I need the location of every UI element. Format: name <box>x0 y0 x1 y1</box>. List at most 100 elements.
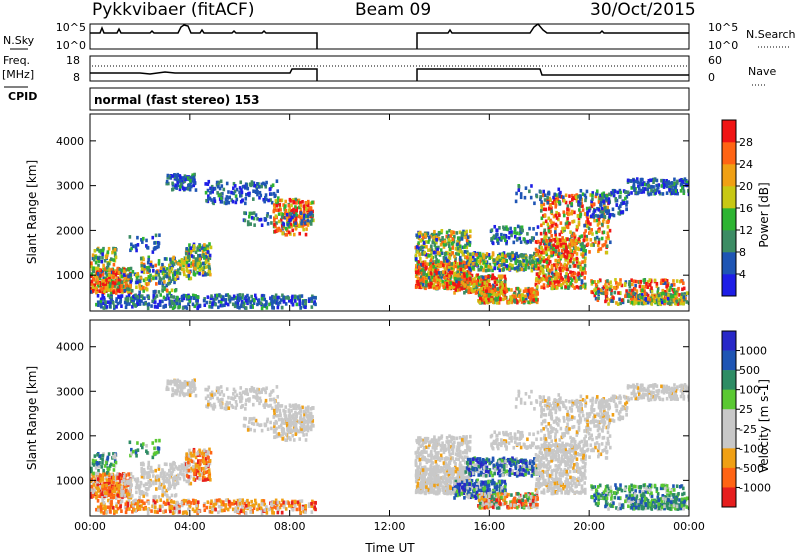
power-cell <box>569 248 572 253</box>
power-cell <box>552 281 556 285</box>
power-cell <box>157 290 161 294</box>
power-cell <box>147 265 151 270</box>
power-cell <box>452 239 456 244</box>
power-cell <box>546 222 550 227</box>
power-cell <box>619 281 622 286</box>
power-cell <box>260 182 264 187</box>
power-cell <box>432 235 436 240</box>
power-cell <box>483 283 487 288</box>
power-cell <box>554 249 558 253</box>
power-cell <box>552 263 556 267</box>
power-cell <box>491 300 495 305</box>
power-cell <box>642 189 646 194</box>
power-cell <box>666 296 670 301</box>
power-cell <box>152 295 156 300</box>
power-cell <box>118 284 122 288</box>
power-cell <box>151 250 155 254</box>
power-cell <box>618 188 622 193</box>
power-cell <box>637 190 640 195</box>
nave-label: Nave <box>748 65 776 78</box>
power-cell <box>202 268 205 272</box>
power-cell <box>629 179 633 183</box>
power-cell <box>92 269 95 273</box>
power-cell <box>490 228 494 232</box>
power-cell <box>112 270 115 275</box>
power-cell <box>270 192 273 196</box>
power-cell <box>261 293 264 298</box>
power-cell <box>136 243 140 247</box>
power-cell <box>263 199 266 204</box>
power-cell <box>483 295 487 299</box>
power-cell <box>641 297 645 301</box>
power-cell <box>425 276 429 280</box>
power-cell <box>440 276 443 280</box>
power-cell <box>192 255 195 259</box>
power-cell <box>246 192 250 196</box>
power-cell <box>673 177 676 182</box>
power-cell <box>483 292 486 297</box>
power-cell <box>291 215 294 220</box>
power-cell <box>140 264 144 268</box>
power-cell <box>443 275 446 280</box>
power-cell <box>508 255 511 260</box>
power-cell <box>550 253 553 258</box>
power-cell <box>198 247 201 251</box>
power-cell <box>595 189 599 194</box>
power-cell <box>101 279 104 283</box>
power-cell <box>544 246 548 251</box>
power-cell <box>555 279 559 284</box>
power-cell <box>101 255 104 260</box>
power-cell <box>295 208 299 213</box>
power-cell <box>597 287 600 292</box>
power-cell <box>687 181 689 186</box>
power-cell <box>582 238 586 243</box>
power-cell <box>545 276 548 281</box>
power-cell <box>142 289 146 293</box>
power-cell <box>299 207 303 212</box>
power-cell <box>577 247 581 252</box>
power-cell <box>434 254 438 259</box>
power-cell <box>606 279 609 283</box>
power-cell <box>178 179 182 183</box>
power-cell <box>619 278 622 282</box>
y-tick-label: 4000 <box>56 135 84 148</box>
power-cell <box>599 193 602 198</box>
freq-bottom-tick: 8 <box>73 71 80 84</box>
power-cell <box>631 282 634 287</box>
power-cell <box>157 259 161 263</box>
power-cell <box>628 284 632 289</box>
power-cell <box>537 274 541 279</box>
power-cell <box>302 204 306 208</box>
freq-top-tick: 18 <box>66 54 80 67</box>
power-cell <box>222 187 226 192</box>
power-cell <box>542 189 545 194</box>
power-cell <box>552 247 555 252</box>
power-cell <box>278 203 282 207</box>
power-cell <box>597 240 601 245</box>
power-cell <box>110 295 113 300</box>
power-cell <box>435 235 439 239</box>
power-cell <box>163 257 167 261</box>
power-cell <box>298 299 302 303</box>
power-cell <box>635 297 639 301</box>
power-cell <box>650 293 654 298</box>
power-cell <box>508 262 512 267</box>
power-cell <box>680 292 684 297</box>
power-cell <box>104 271 108 275</box>
power-cell <box>643 182 646 187</box>
power-cell <box>608 287 612 292</box>
power-cell <box>572 246 576 250</box>
power-cell <box>209 296 213 301</box>
power-cell <box>294 212 298 216</box>
power-cell <box>524 296 528 301</box>
power-cell <box>275 179 279 184</box>
power-cell <box>464 270 468 275</box>
power-cell <box>637 301 640 306</box>
power-cell <box>501 259 504 264</box>
power-cell <box>118 267 122 272</box>
power-cell <box>511 266 514 270</box>
power-cell <box>524 186 528 190</box>
power-cell <box>246 293 249 298</box>
power-cell <box>507 287 510 292</box>
power-cell <box>631 288 634 293</box>
